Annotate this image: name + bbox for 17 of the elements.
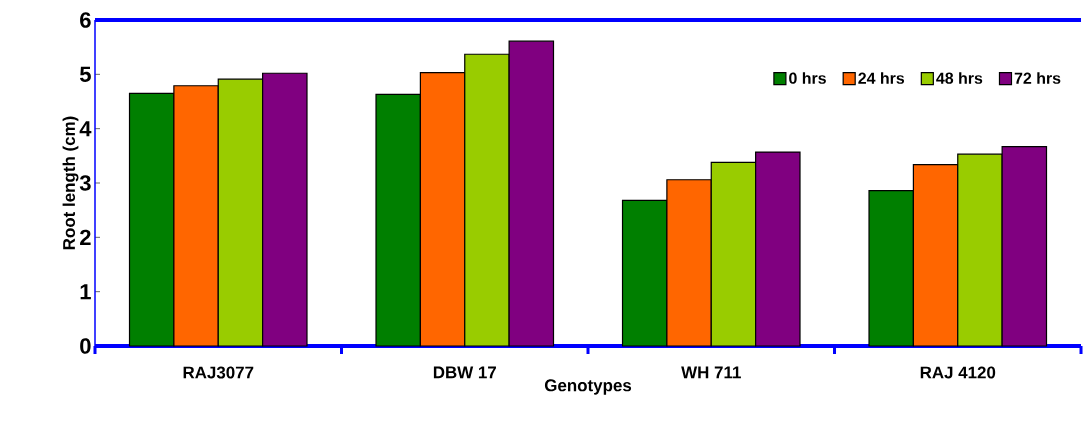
y-tick-label: 2 — [80, 229, 91, 245]
legend-label: 0 hrs — [789, 72, 826, 84]
y-tick-label: 6 — [80, 12, 91, 28]
legend-label: 24 hrs — [858, 72, 905, 84]
x-tick-label: RAJ 4120 — [920, 366, 996, 379]
y-tick-label: 3 — [79, 175, 91, 191]
legend-label: 48 hrs — [936, 72, 983, 84]
y-axis-title: Root length (cm) — [62, 116, 79, 250]
x-axis-title: Genotypes — [544, 379, 632, 395]
y-tick-label: 5 — [79, 66, 91, 82]
y-tick-label: 0 — [80, 338, 91, 354]
x-tick-label: WH 711 — [681, 366, 741, 379]
legend-label: 72 hrs — [1014, 72, 1061, 84]
y-tick-label: 4 — [79, 121, 92, 137]
y-tick-label: 1 — [80, 284, 91, 300]
x-tick-label: DBW 17 — [433, 366, 496, 379]
x-tick-label: RAJ3077 — [183, 366, 254, 379]
